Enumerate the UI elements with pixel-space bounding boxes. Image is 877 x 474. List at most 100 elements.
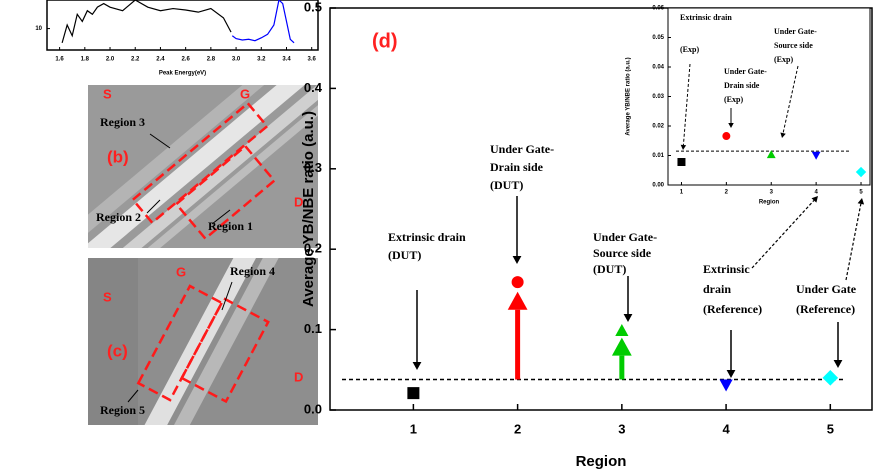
region-label: Region 4 — [230, 264, 275, 278]
y-tick-label: 0.4 — [304, 80, 323, 95]
y-tick-label: 0.5 — [304, 0, 322, 14]
micrograph: S G D Region 3 Region 2 Region 1 — [88, 85, 318, 248]
annotation: (DUT) — [490, 178, 523, 192]
annotation: (Reference) — [703, 302, 762, 316]
plot-area — [61, 0, 295, 44]
arrow-head — [780, 132, 786, 138]
x-tick-label: 3.0 — [232, 57, 241, 63]
arrow-head — [512, 256, 522, 264]
data-point — [615, 324, 629, 337]
panel-label: (d) — [372, 30, 398, 52]
x-tick-label: 5 — [859, 190, 863, 196]
panel-b: S G D Region 3 Region 2 Region 1 (b) — [88, 85, 318, 248]
y-tick-label: 0.2 — [304, 241, 322, 256]
x-tick-label: 4 — [814, 190, 818, 196]
arrow-head — [811, 196, 818, 203]
drain-label: D — [294, 194, 303, 209]
arrow-head — [726, 370, 736, 378]
annotation: Drain side — [724, 81, 760, 90]
panel-label: (c) — [107, 341, 128, 360]
annotation: (Reference) — [796, 302, 855, 316]
x-tick-label: 1.6 — [55, 57, 64, 63]
x-tick-label: 2.4 — [156, 57, 165, 63]
y-tick-label: 0.03 — [652, 94, 664, 100]
y-tick-label: 0.05 — [652, 35, 664, 41]
x-tick-label: 1 — [680, 190, 684, 196]
y-tick-label: 0.00 — [652, 183, 664, 189]
arrow-head — [412, 362, 422, 370]
annotation: Under Gate- — [593, 230, 657, 244]
data-point — [722, 132, 731, 141]
gate-label: G — [176, 264, 186, 279]
annotation: Drain side — [490, 160, 544, 174]
x-tick-label: 3.4 — [282, 57, 291, 63]
spectrum-line — [231, 0, 295, 44]
x-tick-label: 5 — [827, 421, 834, 436]
annotation: Under Gate- — [724, 67, 767, 76]
x-tick-label: 1.8 — [81, 57, 90, 63]
data-point — [719, 379, 733, 392]
source-label: S — [103, 289, 112, 304]
arrow-head — [623, 314, 633, 322]
y-tick-label: 0.0 — [304, 401, 322, 416]
x-tick-label: 2.8 — [207, 57, 216, 63]
y-tick-label: 0.02 — [652, 124, 664, 130]
annotation: Source side — [593, 246, 652, 260]
arrow-shaft — [682, 63, 691, 146]
y-tick-label: 0.06 — [652, 6, 664, 12]
annotation: drain — [703, 282, 731, 296]
plot-frame — [46, 0, 319, 51]
x-tick-label: 3 — [618, 421, 625, 436]
x-axis-label: Region — [759, 200, 780, 206]
arrow-head — [833, 360, 843, 368]
data-point — [677, 157, 686, 166]
x-tick-label: 3.2 — [257, 57, 266, 63]
gate-label: G — [240, 86, 250, 101]
arrow-head — [611, 337, 632, 356]
x-tick-label: 3 — [770, 190, 774, 196]
micrograph: S G D Region 4 Region 5 — [88, 258, 318, 425]
region-label: Region 5 — [100, 403, 145, 417]
data-point — [822, 370, 839, 386]
x-tick-label: 1 — [410, 421, 417, 436]
arrow-head — [507, 291, 528, 310]
annotation: (Exp) — [774, 55, 793, 64]
annotation: Extrinsic — [703, 262, 750, 276]
x-tick-label: 2.0 — [106, 57, 115, 63]
arrow-head — [728, 123, 734, 128]
region-label: Region 3 — [100, 115, 145, 129]
annotation: Source side — [774, 41, 813, 50]
y-tick-label: 0.04 — [652, 65, 664, 71]
x-tick-label: 4 — [722, 421, 730, 436]
data-point — [766, 150, 776, 159]
region-label: Region 2 — [96, 210, 141, 224]
x-tick-label: 3.6 — [308, 57, 317, 63]
data-point — [407, 387, 420, 400]
spectrum-line — [61, 0, 232, 44]
data-point — [855, 166, 867, 178]
panel-label: (b) — [107, 147, 129, 166]
x-axis-label: Peak Energy(eV) — [159, 71, 206, 77]
annotation: (DUT) — [388, 248, 421, 262]
data-point — [511, 276, 524, 289]
arrow-shaft — [845, 203, 862, 281]
y-tick-label: 10 — [35, 26, 42, 32]
annotation: (Exp) — [724, 95, 743, 104]
annotation: Extrinsic drain — [388, 230, 466, 244]
y-tick-label: 0.3 — [304, 160, 322, 175]
x-axis-label: Region — [576, 453, 627, 470]
arrow-shaft — [751, 200, 815, 269]
arrow-shaft — [782, 65, 799, 134]
x-tick-label: 2.6 — [181, 57, 190, 63]
source-label: S — [103, 86, 112, 101]
drain-label: D — [294, 369, 303, 384]
y-tick-label: 0.1 — [304, 321, 322, 336]
data-point — [811, 151, 821, 160]
annotation: (DUT) — [593, 262, 626, 276]
arrow-head — [680, 144, 687, 150]
y-axis-label: Average YB/NBE ratio (a.u.) — [300, 111, 317, 307]
annotation: Under Gate- — [490, 142, 554, 156]
annotation: Extrinsic drain — [680, 13, 732, 22]
